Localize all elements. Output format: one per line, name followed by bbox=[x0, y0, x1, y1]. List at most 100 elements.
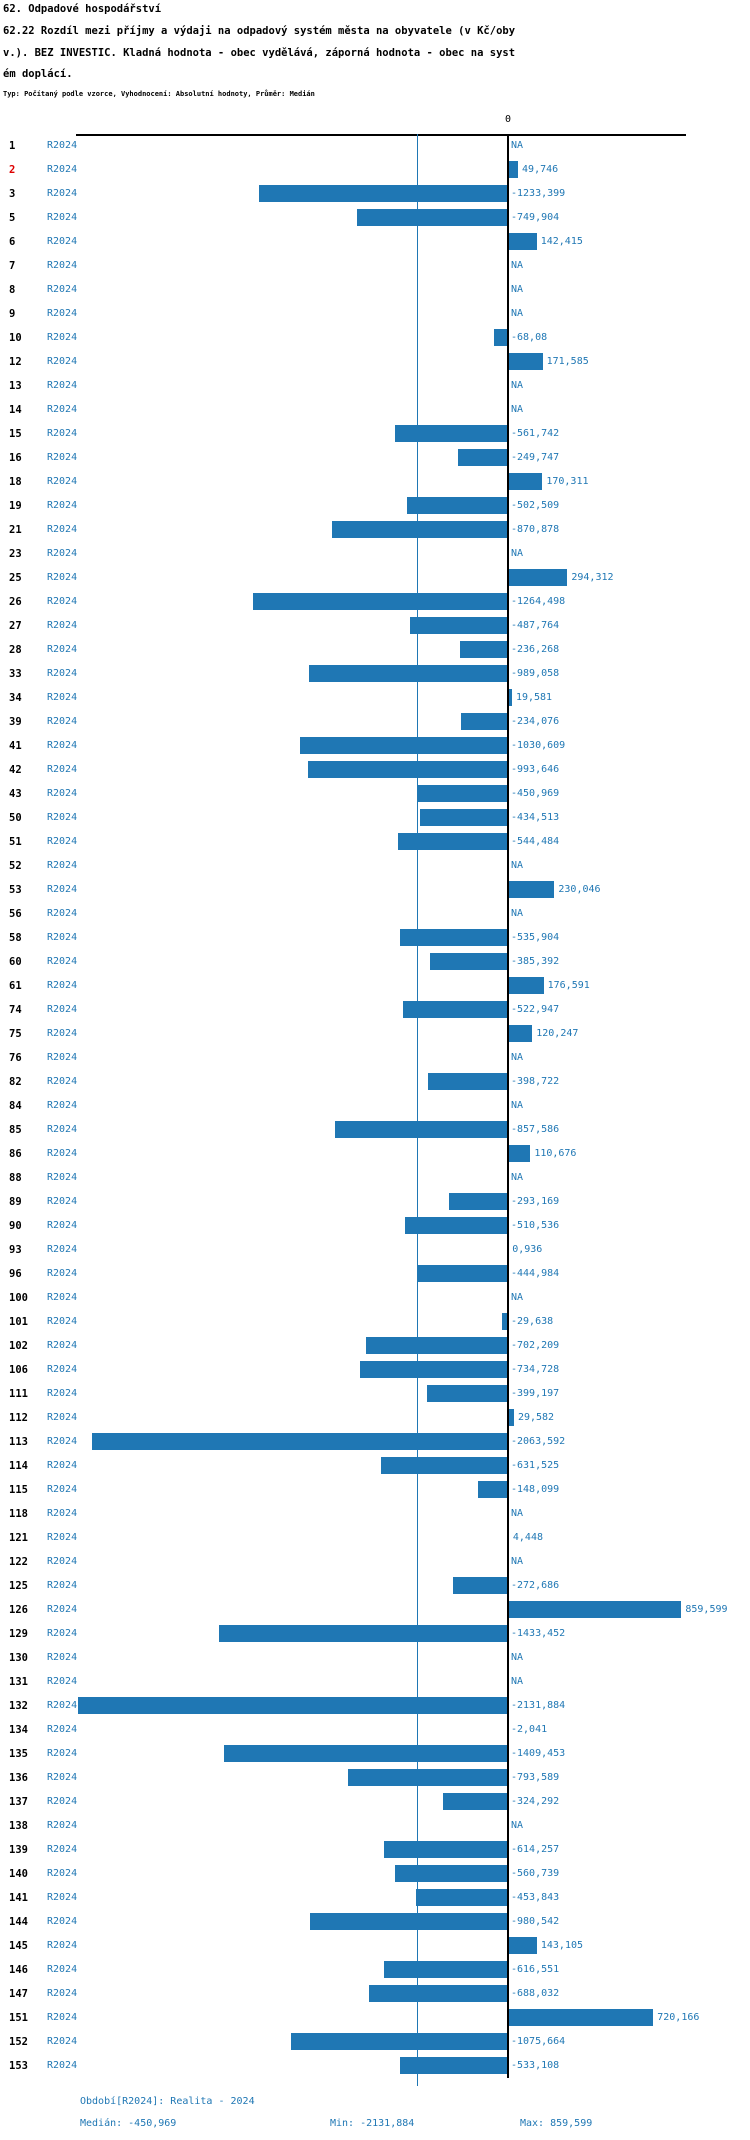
bar-chart: 0 1 R2024 NA 2 R2024 49,746 3 R2024 -1233,399 5 R2… bbox=[0, 114, 750, 2086]
row-series-label: R2024 bbox=[47, 1579, 78, 1591]
row-number: 115 bbox=[9, 1483, 28, 1496]
row-value-label: -522,947 bbox=[511, 1003, 560, 1015]
row-number: 16 bbox=[9, 451, 22, 464]
row-number: 139 bbox=[9, 1843, 28, 1856]
row-number: 151 bbox=[9, 2011, 28, 2024]
chart-row: 39 R2024 -234,076 bbox=[0, 710, 750, 734]
row-series-label: R2024 bbox=[47, 523, 78, 535]
row-number: 75 bbox=[9, 1027, 22, 1040]
row-number: 136 bbox=[9, 1771, 28, 1784]
row-number: 6 bbox=[9, 235, 16, 248]
footer-min: Min: -2131,884 bbox=[330, 2118, 415, 2129]
row-bar bbox=[430, 953, 508, 970]
row-bar bbox=[399, 929, 508, 946]
row-series-label: R2024 bbox=[47, 1267, 78, 1279]
row-value-label: -734,728 bbox=[511, 1363, 560, 1375]
row-bar bbox=[223, 1745, 508, 1762]
chart-row: 93 R2024 0,936 bbox=[0, 1238, 750, 1262]
row-value-label: NA bbox=[511, 907, 524, 919]
row-number: 153 bbox=[9, 2059, 28, 2072]
metric-meta-info: Typ: Počítaný podle vzorce, Vyhodnocení:… bbox=[3, 90, 315, 98]
row-number: 7 bbox=[9, 259, 16, 272]
row-value-label: -453,843 bbox=[511, 1891, 560, 1903]
row-value-label: -631,525 bbox=[511, 1459, 560, 1471]
row-value-label: -1075,664 bbox=[511, 2035, 566, 2047]
row-number: 53 bbox=[9, 883, 22, 896]
row-series-label: R2024 bbox=[47, 379, 78, 391]
chart-row: 5 R2024 -749,904 bbox=[0, 206, 750, 230]
row-number: 26 bbox=[9, 595, 22, 608]
metric-description-line-1: 62.22 Rozdíl mezi příjmy a výdaji na odp… bbox=[3, 25, 516, 37]
row-series-label: R2024 bbox=[47, 1435, 78, 1447]
row-series-label: R2024 bbox=[47, 1099, 78, 1111]
chart-row: 7 R2024 NA bbox=[0, 254, 750, 278]
row-series-label: R2024 bbox=[47, 1603, 78, 1615]
row-series-label: R2024 bbox=[47, 1243, 78, 1255]
row-series-label: R2024 bbox=[47, 355, 78, 367]
row-value-label: -502,509 bbox=[511, 499, 560, 511]
row-value-label: NA bbox=[511, 1675, 524, 1687]
row-number: 60 bbox=[9, 955, 22, 968]
chart-row: 10 R2024 -68,08 bbox=[0, 326, 750, 350]
row-number: 42 bbox=[9, 763, 22, 776]
row-value-label: -249,747 bbox=[511, 451, 560, 463]
chart-row: 121 R2024 4,448 bbox=[0, 1526, 750, 1550]
chart-row: 151 R2024 720,166 bbox=[0, 2006, 750, 2030]
chart-row: 88 R2024 NA bbox=[0, 1166, 750, 1190]
row-number: 15 bbox=[9, 427, 22, 440]
chart-row: 75 R2024 120,247 bbox=[0, 1022, 750, 1046]
chart-row: 96 R2024 -444,984 bbox=[0, 1262, 750, 1286]
row-bar bbox=[508, 473, 543, 490]
row-number: 88 bbox=[9, 1171, 22, 1184]
row-number: 86 bbox=[9, 1147, 22, 1160]
row-number: 13 bbox=[9, 379, 22, 392]
row-bar bbox=[308, 665, 508, 682]
row-series-label: R2024 bbox=[47, 1363, 78, 1375]
row-series-label: R2024 bbox=[47, 667, 78, 679]
row-number: 9 bbox=[9, 307, 16, 320]
row-number: 138 bbox=[9, 1819, 28, 1832]
row-value-label: -272,686 bbox=[511, 1579, 560, 1591]
row-value-label: -510,536 bbox=[511, 1219, 560, 1231]
chart-row: 51 R2024 -544,484 bbox=[0, 830, 750, 854]
row-bar bbox=[307, 761, 508, 778]
chart-row: 130 R2024 NA bbox=[0, 1646, 750, 1670]
row-value-label: NA bbox=[511, 1099, 524, 1111]
row-number: 122 bbox=[9, 1555, 28, 1568]
chart-row: 52 R2024 NA bbox=[0, 854, 750, 878]
row-bar bbox=[508, 1937, 537, 1954]
row-number: 106 bbox=[9, 1363, 28, 1376]
chart-row: 56 R2024 NA bbox=[0, 902, 750, 926]
row-number: 12 bbox=[9, 355, 22, 368]
row-value-label: NA bbox=[511, 1051, 524, 1063]
row-number: 8 bbox=[9, 283, 16, 296]
row-series-label: R2024 bbox=[47, 211, 78, 223]
row-bar bbox=[508, 881, 555, 898]
row-series-label: R2024 bbox=[47, 835, 78, 847]
chart-row: 113 R2024 -2063,592 bbox=[0, 1430, 750, 1454]
row-number: 140 bbox=[9, 1867, 28, 1880]
row-number: 56 bbox=[9, 907, 22, 920]
chart-row: 85 R2024 -857,586 bbox=[0, 1118, 750, 1142]
row-bar bbox=[252, 593, 508, 610]
row-number: 135 bbox=[9, 1747, 28, 1760]
chart-row: 13 R2024 NA bbox=[0, 374, 750, 398]
row-series-label: R2024 bbox=[47, 787, 78, 799]
zero-line bbox=[506, 134, 509, 2078]
chart-row: 28 R2024 -236,268 bbox=[0, 638, 750, 662]
row-value-label: -450,969 bbox=[511, 787, 560, 799]
row-value-label: -1233,399 bbox=[511, 187, 566, 199]
row-number: 145 bbox=[9, 1939, 28, 1952]
row-series-label: R2024 bbox=[47, 1051, 78, 1063]
row-number: 82 bbox=[9, 1075, 22, 1088]
row-bar bbox=[508, 977, 544, 994]
row-value-label: 230,046 bbox=[558, 883, 601, 895]
row-number: 3 bbox=[9, 187, 16, 200]
row-number: 51 bbox=[9, 835, 22, 848]
footer-max: Max: 859,599 bbox=[520, 2118, 593, 2129]
chart-row: 8 R2024 NA bbox=[0, 278, 750, 302]
row-series-label: R2024 bbox=[47, 1819, 78, 1831]
row-series-label: R2024 bbox=[47, 595, 78, 607]
row-value-label: -68,08 bbox=[511, 331, 548, 343]
row-value-label: -688,032 bbox=[511, 1987, 560, 1999]
